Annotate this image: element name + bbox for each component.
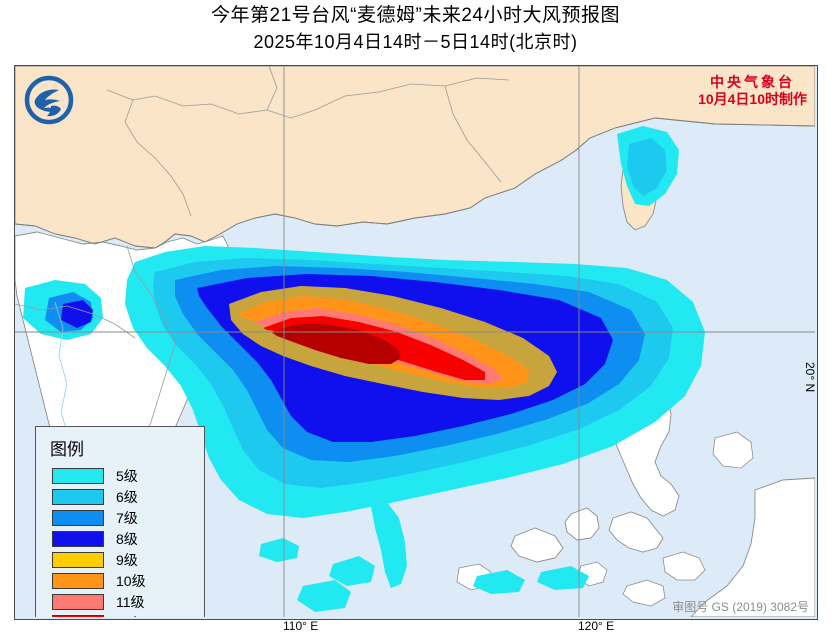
legend-label: 8级	[116, 530, 138, 547]
legend-swatch	[52, 572, 104, 589]
legend-swatch	[52, 530, 104, 547]
wind-contour-level-5-patch-3	[297, 580, 351, 612]
wind-contour-level-6-ne-taiwan	[627, 138, 667, 196]
province-border-4	[266, 66, 278, 111]
legend-label: 5级	[116, 467, 138, 484]
land-philippines-small-3	[622, 579, 666, 607]
internal-border-indochina-2	[15, 303, 136, 339]
map-approval-number: 审图号 GS (2019) 3082号	[672, 600, 809, 614]
map-frame[interactable]: 中央气象台 10月4日10时制作 审图号 GS (2019) 3082号 图例 …	[14, 65, 818, 620]
wind-field-contours	[23, 126, 705, 612]
agency-stamp: 中央气象台 10月4日10时制作	[698, 74, 807, 108]
land-philippines-mindoro	[564, 507, 600, 541]
legend-item: 12级	[44, 612, 196, 617]
map-canvas: 中央气象台 10月4日10时制作 审图号 GS (2019) 3082号 图例 …	[15, 66, 815, 617]
page-header: 今年第21号台风“麦德姆”未来24小时大风预报图 2025年10月4日14时－5…	[0, 2, 831, 55]
legend-label: 11级	[116, 593, 145, 610]
lon-tick-label: 110° E	[283, 619, 319, 633]
land-philippines-palawan	[510, 527, 564, 563]
legend-label: 10级	[116, 572, 146, 589]
legend-item: 6级	[44, 486, 196, 507]
legend-swatch	[52, 467, 104, 484]
legend-item: 8级	[44, 528, 196, 549]
land-philippines-small-1	[662, 551, 706, 581]
coastline-china	[15, 117, 815, 249]
wind-contour-level-5-patch-4	[473, 570, 525, 594]
land-borneo-edge	[690, 477, 815, 617]
legend-item: 10级	[44, 570, 196, 591]
legend-rows: 5级6级7级8级9级10级11级12级13级及以上	[44, 465, 196, 617]
legend-label: 7级	[116, 509, 138, 526]
legend-swatch	[52, 593, 104, 610]
legend-swatch	[52, 509, 104, 526]
legend-item: 5级	[44, 465, 196, 486]
legend-title: 图例	[50, 440, 84, 459]
map-graphics	[15, 66, 815, 617]
legend-swatch	[52, 488, 104, 505]
province-border-3	[124, 99, 192, 217]
wind-contour-level-13	[271, 324, 401, 364]
lat-tick-label-20n: 20° N	[803, 362, 815, 393]
province-border-2	[314, 77, 510, 111]
province-border-1	[106, 89, 316, 119]
land-philippines-visayas	[608, 511, 664, 553]
legend-item: 9级	[44, 549, 196, 570]
page-title: 今年第21号台风“麦德姆”未来24小时大风预报图	[211, 5, 620, 26]
page-subtitle: 2025年10月4日14时－5日14时(北京时)	[253, 32, 578, 52]
legend-label: 12级	[116, 613, 146, 618]
legend-item: 7级	[44, 507, 196, 528]
legend-swatch	[52, 614, 104, 617]
wind-contour-level-5-patch-5	[537, 566, 589, 590]
agency-issued-time: 10月4日10时制作	[698, 91, 807, 107]
legend-label: 9级	[116, 551, 138, 568]
legend-swatch	[52, 551, 104, 568]
province-border-5	[444, 85, 502, 183]
lon-tick-label: 120° E	[578, 619, 615, 633]
wind-contour-level-5-patch-2	[329, 556, 375, 586]
agency-name: 中央气象台	[710, 74, 796, 90]
legend-label: 6级	[116, 488, 138, 505]
wind-contour-level-5-south-tail	[371, 502, 407, 588]
cma-logo-icon	[24, 75, 74, 125]
land-philippines-small-5	[712, 431, 754, 469]
legend-panel: 图例 5级6级7级8级9级10级11级12级13级及以上	[35, 426, 205, 617]
wind-contour-level-5-patch-1	[259, 538, 299, 562]
legend-item: 11级	[44, 591, 196, 612]
